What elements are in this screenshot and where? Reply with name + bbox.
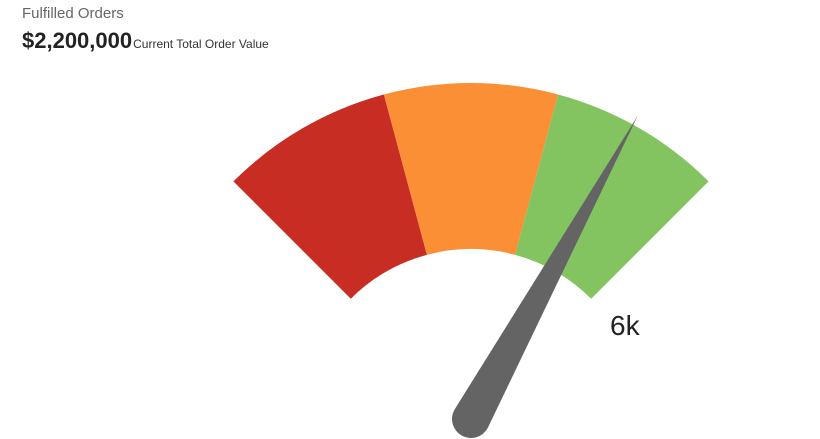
gauge-value-label: 6k [610, 310, 641, 341]
gauge-bands [233, 83, 709, 299]
gauge-band-low [233, 94, 427, 299]
kpi-caption: Current Total Order Value [133, 37, 269, 51]
chart-title: Fulfilled Orders [22, 5, 124, 22]
kpi-summary: $2,200,000 Current Total Order Value [22, 28, 269, 54]
gauge-band-mid [383, 83, 559, 255]
kpi-value: $2,200,000 [22, 28, 133, 53]
gauge-needle [452, 115, 638, 439]
